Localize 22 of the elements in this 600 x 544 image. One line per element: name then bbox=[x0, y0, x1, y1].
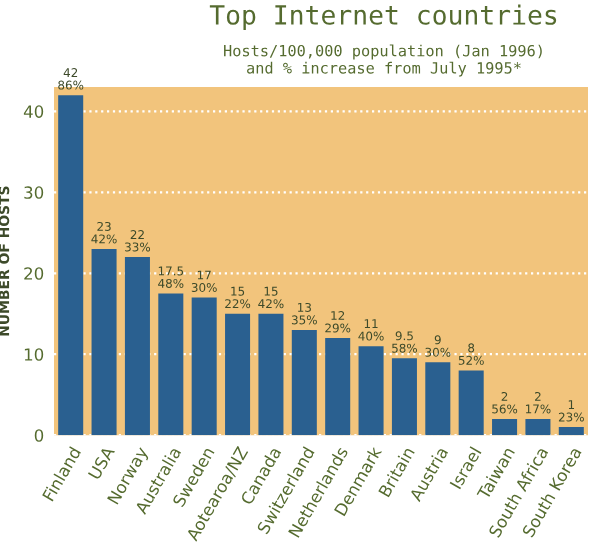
bar bbox=[124, 257, 150, 436]
y-tick-label: 0 bbox=[34, 429, 44, 442]
bar bbox=[492, 419, 518, 436]
bar bbox=[425, 362, 451, 436]
bar bbox=[91, 248, 117, 436]
chart-title: Top Internet countries bbox=[209, 4, 557, 30]
bar bbox=[225, 313, 251, 436]
bar bbox=[191, 297, 217, 436]
y-tick-label: 40 bbox=[23, 105, 44, 118]
y-tick-label: 20 bbox=[24, 267, 44, 280]
y-tick-label: 30 bbox=[24, 186, 44, 199]
bar bbox=[258, 313, 284, 436]
bar bbox=[458, 370, 484, 436]
y-tick-label: 10 bbox=[24, 348, 44, 361]
bar bbox=[525, 419, 551, 436]
bar bbox=[358, 346, 384, 436]
bar bbox=[58, 95, 84, 436]
bar bbox=[158, 293, 184, 436]
bar bbox=[558, 427, 584, 436]
bar bbox=[325, 338, 351, 436]
bar bbox=[391, 358, 417, 436]
bar bbox=[291, 329, 317, 436]
